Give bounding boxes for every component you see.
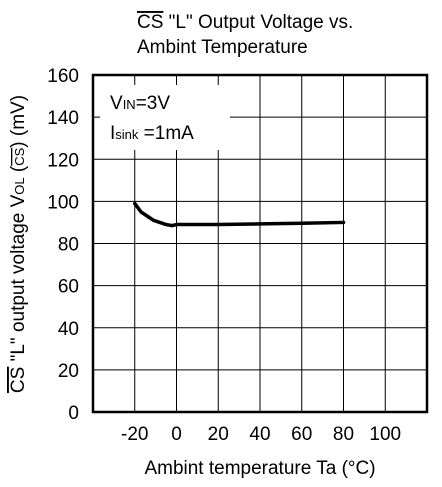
chart-title-line1: CS "L" Output Voltage vs. <box>137 12 353 33</box>
chart-title-line2: Ambint Temperature <box>137 37 308 58</box>
chart-title-overbar: CS <box>137 12 163 33</box>
x-axis-title: Ambint temperature Ta (°C) <box>144 458 375 479</box>
series-layer <box>133 201 346 228</box>
condition-box <box>100 85 230 150</box>
y-tick-label: 160 <box>47 66 79 87</box>
y-axis-title: CS "L" output voltage VOL (CS) (mV) <box>8 95 29 393</box>
x-tick-label: 0 <box>171 424 182 445</box>
y-tick-label: 40 <box>58 319 79 340</box>
y-tick-label: 80 <box>58 235 79 256</box>
x-tick-label: -20 <box>121 424 148 445</box>
chart-title-rest: "L" Output Voltage vs. <box>163 12 353 33</box>
y-tick-label: 120 <box>47 150 79 171</box>
isink-condition: Isink =1mA <box>110 123 194 144</box>
y-axis-title-overbar: CS <box>8 367 29 393</box>
y-tick-label: 0 <box>68 403 79 424</box>
vin-condition: VIN=3V <box>110 93 170 114</box>
x-tick-label: 40 <box>249 424 270 445</box>
series-line <box>133 201 346 228</box>
plot-frame <box>91 73 429 414</box>
x-tick-labels: -20 0 20 40 60 80 100 <box>121 424 401 445</box>
plot-area <box>91 73 429 414</box>
y-tick-label: 20 <box>58 361 79 382</box>
y-tick-label: 60 <box>58 277 79 298</box>
y-tick-label: 100 <box>47 192 79 213</box>
x-tick-label: 80 <box>333 424 354 445</box>
y-tick-label: 140 <box>47 108 79 129</box>
y-tick-labels: 0 20 40 60 80 100 120 140 160 <box>47 66 79 424</box>
x-tick-label: 60 <box>291 424 312 445</box>
x-tick-label: 100 <box>369 424 401 445</box>
gridlines <box>93 75 427 412</box>
x-tick-label: 20 <box>208 424 229 445</box>
